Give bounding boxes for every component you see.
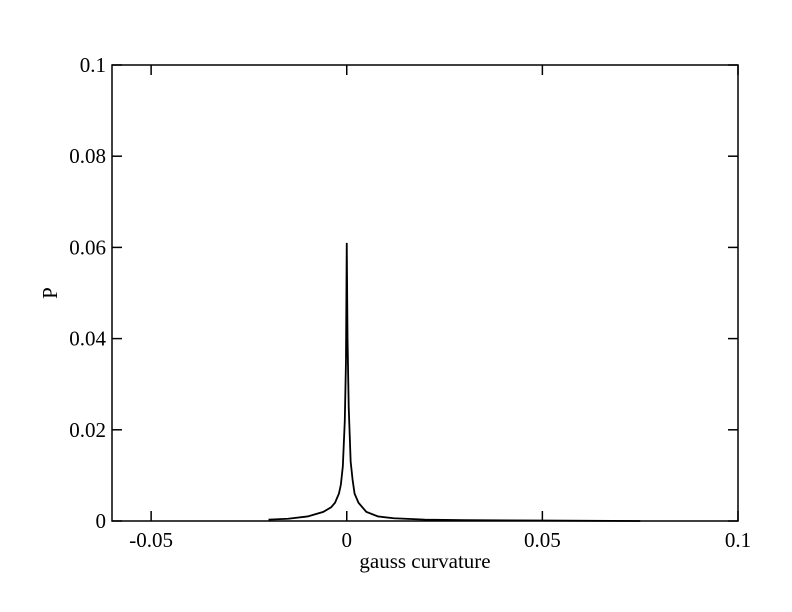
plot-frame <box>111 64 739 522</box>
y-tick-label: 0 <box>96 509 107 533</box>
y-tick-label: 0.04 <box>69 327 106 351</box>
y-tick-label: 0.08 <box>69 144 106 168</box>
x-tick-label: -0.05 <box>129 528 173 552</box>
x-axis-label: gauss curvature <box>359 549 490 573</box>
x-tick-label: 0 <box>342 528 353 552</box>
data-line <box>268 242 641 522</box>
y-tick-label: 0.06 <box>69 235 106 259</box>
y-tick-label: 0.02 <box>69 418 106 442</box>
y-tick-label: 0.1 <box>80 53 106 77</box>
x-tick-label: 0.05 <box>524 528 561 552</box>
x-tick-label: 0.1 <box>725 528 751 552</box>
y-axis-label: P <box>38 287 62 299</box>
